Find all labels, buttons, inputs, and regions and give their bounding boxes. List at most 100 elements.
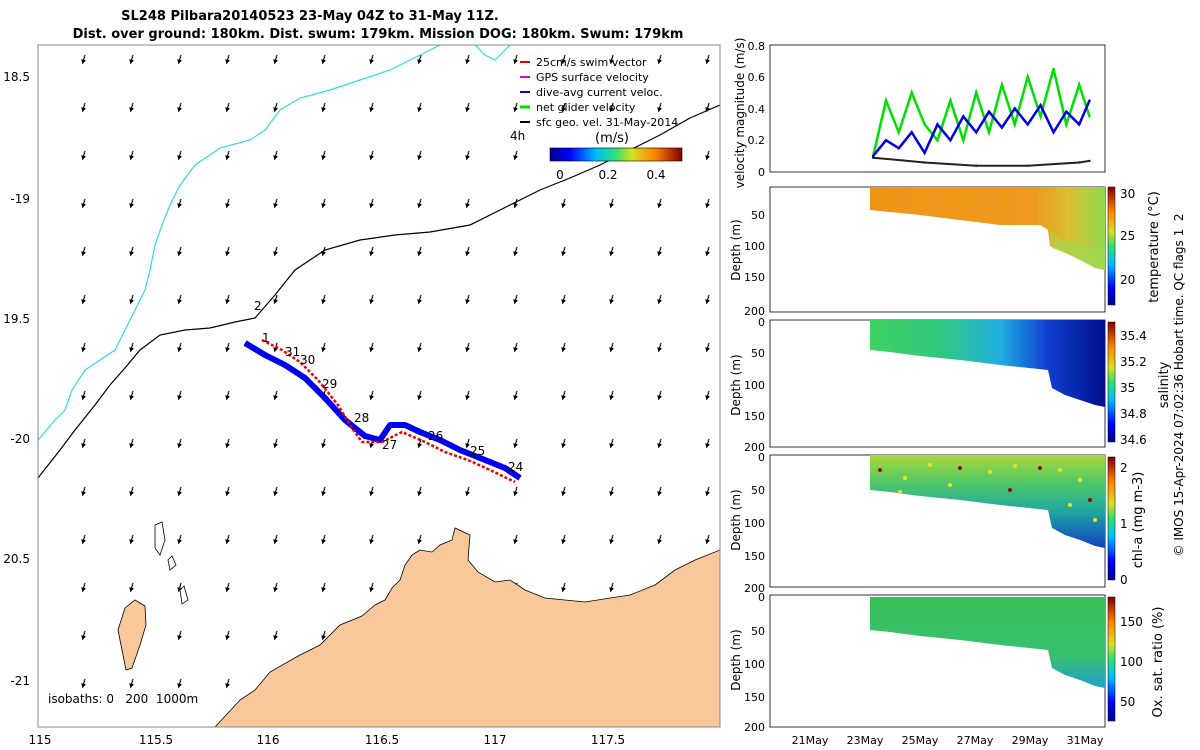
vector-arrow	[225, 486, 230, 497]
legend-note: 4h	[510, 129, 525, 143]
vector-arrow	[81, 102, 86, 113]
velocity-point	[962, 115, 965, 118]
vector-arrow	[225, 294, 230, 305]
legend-label-geo: sfc geo. vel. 31-May-2014	[536, 116, 678, 129]
vector-arrow	[81, 294, 86, 305]
vector-arrow	[417, 102, 422, 113]
velocity-point	[936, 123, 939, 126]
vector-arrow	[705, 534, 710, 545]
vector-arrow	[81, 630, 86, 641]
vector-arrow	[513, 54, 518, 65]
vector-arrow	[369, 582, 374, 593]
velocity-point	[884, 99, 888, 102]
vector-arrow	[225, 390, 230, 401]
isobath-1000-b	[474, 45, 511, 61]
vector-arrow	[609, 390, 614, 401]
vector-arrow	[705, 198, 710, 209]
vector-arrow	[81, 678, 86, 689]
chla-cb-tick: 2	[1120, 461, 1128, 475]
vector-arrow	[417, 54, 422, 65]
chla-cb-label: chl-a (mg m-3)	[1131, 472, 1146, 569]
vector-arrow	[417, 150, 422, 161]
map-ytick: 20.5	[3, 552, 30, 566]
vector-arrow	[225, 582, 230, 593]
chla-cb-tick: 1	[1120, 517, 1128, 531]
chla-dot	[948, 483, 952, 487]
title-line2: Dist. over ground: 180km. Dist. swum: 17…	[73, 27, 684, 42]
vector-arrow	[705, 150, 710, 161]
temp-ytick: 200	[744, 305, 765, 318]
vector-arrow	[657, 438, 662, 449]
vector-arrow	[561, 198, 566, 209]
velocity-point	[1052, 67, 1055, 71]
vector-arrow	[177, 294, 182, 305]
chla-dot	[1058, 468, 1062, 472]
chla-dot	[1008, 488, 1012, 492]
vector-arrow	[465, 486, 470, 497]
vector-arrow	[177, 342, 182, 353]
chla-y-ticks: 0 50 100 150 200	[744, 451, 765, 595]
date-tick: 23May	[847, 734, 884, 747]
velocity-point	[1088, 115, 1091, 118]
legend-label-swim: 25cm/s swim vector	[536, 56, 647, 69]
vector-arrow	[225, 534, 230, 545]
velocity-point	[897, 131, 900, 134]
chla-dot	[898, 490, 902, 494]
chla-dot	[988, 470, 992, 474]
oxygen-ylabel: Depth (m)	[729, 629, 743, 690]
day-label-24: 24	[508, 460, 523, 474]
temperature-field	[870, 187, 1105, 270]
velocity-point	[936, 139, 939, 142]
speed-cb-tick: 0.4	[646, 168, 665, 182]
vector-arrow	[561, 390, 566, 401]
chla-field	[870, 455, 1105, 548]
velocity-point	[910, 91, 913, 94]
chla-panel: 2 1 0 chl-a (mg m-3) 0 50 100 150 200 De…	[729, 451, 1146, 595]
vector-arrow	[321, 486, 326, 497]
sal-cb-tick: 35.4	[1120, 329, 1147, 343]
vector-arrow	[81, 486, 86, 497]
map-legend: 25cm/s swim vector GPS surface velocity …	[510, 56, 683, 182]
date-tick: 27May	[957, 734, 994, 747]
salinity-ylabel: Depth (m)	[729, 354, 743, 415]
vector-arrow	[513, 246, 518, 257]
day-label-25: 25	[470, 444, 485, 458]
vector-arrow	[81, 582, 86, 593]
vector-arrow	[177, 102, 182, 113]
oxygen-cb-label: Ox. sat. ratio (%)	[1151, 607, 1166, 718]
vector-arrow	[705, 102, 710, 113]
day-label-27: 27	[382, 438, 397, 452]
chla-ytick: 200	[744, 582, 765, 595]
map-frame	[37, 44, 721, 728]
vector-arrow	[465, 150, 470, 161]
vector-arrow	[129, 678, 134, 689]
vector-arrow	[513, 150, 518, 161]
map-panel: 1 31 30 29 28 27 26 25 24 2 115 115.5 11…	[3, 44, 721, 747]
salinity-y-ticks: 0 50 100 150 200	[744, 316, 765, 454]
velocity-point	[1078, 161, 1081, 164]
sal-ytick: 200	[744, 441, 765, 454]
velocity-point	[1078, 123, 1081, 126]
velocity-series	[871, 67, 1091, 167]
velocity-point	[910, 131, 913, 134]
map-xtick: 117.5	[591, 733, 625, 747]
vector-arrow	[657, 294, 662, 305]
temp-cb-tick: 20	[1120, 273, 1135, 287]
oxygen-cb-ticks: 150 100 50	[1120, 615, 1143, 709]
vector-arrow	[321, 54, 326, 65]
vector-arrow	[273, 54, 278, 65]
velocity-point	[923, 123, 926, 126]
vel-ytick: 0.6	[748, 71, 766, 84]
vector-arrow	[129, 486, 134, 497]
vector-arrow	[129, 438, 134, 449]
velocity-point	[1026, 123, 1029, 126]
vector-arrow	[273, 102, 278, 113]
velocity-point	[1052, 131, 1055, 134]
map-ytick: -20	[10, 432, 30, 446]
vector-arrow	[705, 246, 710, 257]
map-xtick: 115	[29, 733, 52, 747]
colorbar-label: (m/s)	[595, 131, 629, 146]
vector-arrow	[465, 390, 470, 401]
vector-arrow	[225, 246, 230, 257]
